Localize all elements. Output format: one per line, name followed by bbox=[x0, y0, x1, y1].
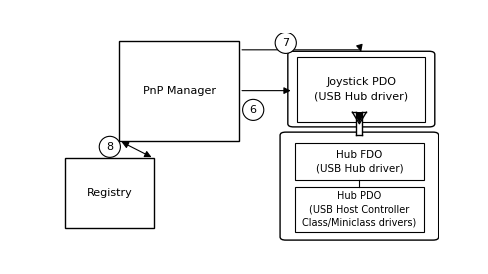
Polygon shape bbox=[353, 112, 366, 135]
Text: Hub PDO
(USB Host Controller
Class/Miniclass drivers): Hub PDO (USB Host Controller Class/Minic… bbox=[302, 191, 416, 227]
Text: 7: 7 bbox=[282, 38, 289, 48]
FancyBboxPatch shape bbox=[298, 57, 425, 122]
Text: PnP Manager: PnP Manager bbox=[142, 86, 216, 96]
FancyBboxPatch shape bbox=[356, 112, 363, 135]
Ellipse shape bbox=[99, 136, 121, 157]
Text: Hub FDO
(USB Hub driver): Hub FDO (USB Hub driver) bbox=[316, 150, 403, 173]
Text: Registry: Registry bbox=[86, 188, 132, 198]
Text: 6: 6 bbox=[250, 105, 257, 115]
FancyBboxPatch shape bbox=[295, 187, 424, 232]
FancyBboxPatch shape bbox=[119, 41, 239, 141]
Text: 8: 8 bbox=[106, 142, 113, 152]
FancyBboxPatch shape bbox=[280, 132, 439, 240]
FancyBboxPatch shape bbox=[65, 158, 154, 228]
FancyBboxPatch shape bbox=[288, 51, 435, 127]
Ellipse shape bbox=[243, 99, 264, 120]
FancyBboxPatch shape bbox=[295, 143, 424, 180]
Ellipse shape bbox=[275, 32, 296, 53]
Text: Joystick PDO
(USB Hub driver): Joystick PDO (USB Hub driver) bbox=[314, 77, 408, 101]
